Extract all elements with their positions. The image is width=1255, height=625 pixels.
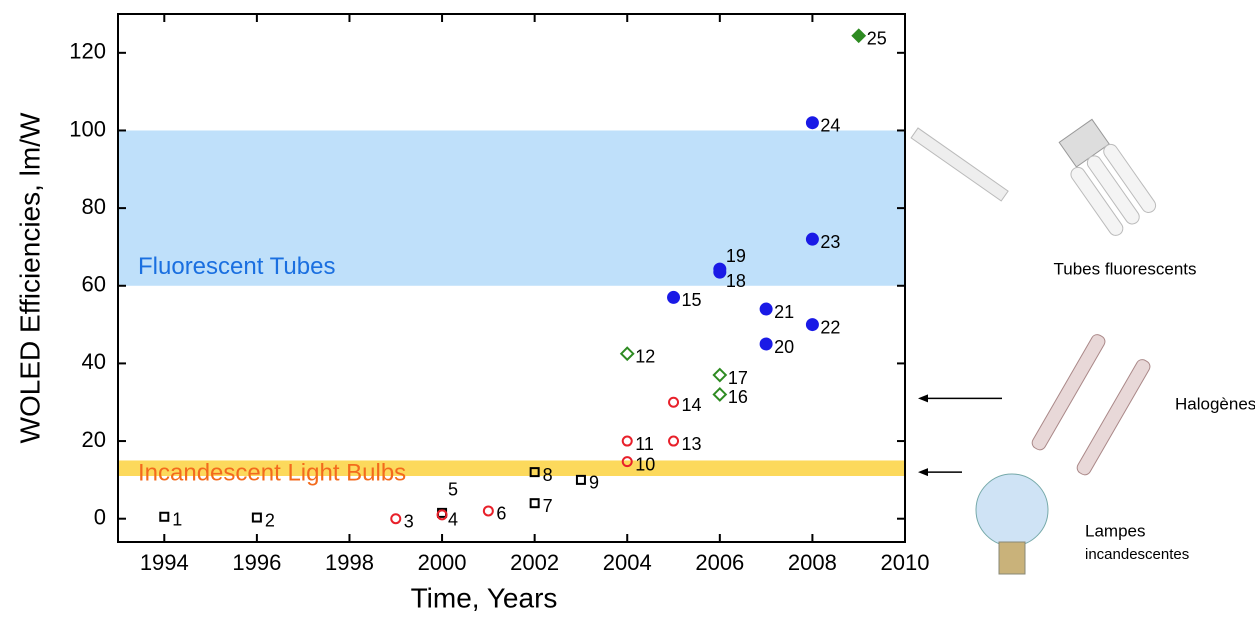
point [668,435,680,447]
y-tick-label: 20 [82,427,106,452]
point-label: 15 [682,290,702,310]
x-tick-label: 2008 [788,550,837,575]
x-tick-label: 1998 [325,550,374,575]
point [529,498,540,509]
point-label: 16 [728,387,748,407]
point [482,505,494,517]
point-label: 11 [635,434,654,454]
point [621,456,633,468]
fluorescent-pictures: Tubes fluorescents [910,118,1197,278]
point-label: 25 [867,28,887,48]
picture-label: incandescentes [1085,546,1189,563]
point-label: 3 [404,511,414,531]
cfl-icon [1058,118,1157,236]
x-tick-label: 2010 [881,550,930,575]
band [118,130,905,286]
y-tick-label: 80 [82,194,106,219]
y-tick-label: 60 [82,272,106,297]
point [805,116,819,130]
point [436,509,448,521]
point [251,512,262,523]
y-axis-title: WOLED Efficiencies, lm/W [14,112,45,443]
arrow-head [918,394,928,403]
bulb-icon [975,473,1049,547]
x-axis-title: Time, Years [411,582,558,613]
y-tick-label: 0 [94,505,106,530]
point [668,396,680,408]
point [575,474,586,485]
point-label: 18 [726,271,746,291]
point-label: 8 [543,465,553,485]
point-label: 6 [496,504,506,524]
point [529,467,540,478]
point-label: 10 [635,454,655,474]
bulb-base [998,541,1026,575]
x-tick-label: 2000 [418,550,467,575]
point [712,387,728,402]
point-label: 4 [448,510,458,530]
halogen-icon [1076,359,1151,476]
point [759,337,773,351]
picture-label: Halogènes [1175,394,1255,413]
point-label: 21 [774,302,794,322]
point-label: 9 [589,473,599,493]
point [667,290,681,304]
point-label: 12 [635,346,655,366]
point [759,302,773,316]
point-label: 1 [172,510,182,530]
x-tick-label: 2004 [603,550,652,575]
point-label: 23 [820,232,840,252]
tube-icon [910,127,1009,202]
y-tick-label: 40 [82,349,106,374]
point-label: 22 [820,317,840,337]
y-tick-label: 120 [69,39,106,64]
point [621,435,633,447]
point [390,513,402,525]
point-label: 20 [774,337,794,357]
arrow-head [918,468,928,477]
point [713,262,727,276]
point-label: 24 [820,115,840,135]
point [619,346,635,362]
point [805,318,819,332]
point-label: 13 [682,434,702,454]
point [851,28,867,44]
plot-frame [117,13,906,543]
point-label: 5 [448,480,458,500]
bulb-picture: Lampes incandescentes [975,473,1189,575]
point-label: 2 [265,510,275,530]
point-label: 19 [726,246,746,266]
picture-label: Lampes [1085,521,1145,540]
point-label: 17 [728,368,748,388]
x-tick-label: 2002 [510,550,559,575]
halogen-icon [1031,334,1106,451]
band-label: Fluorescent Tubes [138,253,335,280]
point-label: 7 [543,496,553,516]
point [712,367,728,383]
band [118,460,905,476]
point [805,232,819,246]
point [159,511,170,522]
picture-label: Tubes fluorescents [1054,259,1197,278]
x-tick-label: 2006 [695,550,744,575]
point-label: 14 [682,395,702,415]
band-label: Incandescent Light Bulbs [138,459,406,486]
y-tick-label: 100 [69,116,106,141]
halogen-pictures: Halogènes [1031,334,1255,476]
x-tick-label: 1994 [140,550,189,575]
x-tick-label: 1996 [232,550,281,575]
